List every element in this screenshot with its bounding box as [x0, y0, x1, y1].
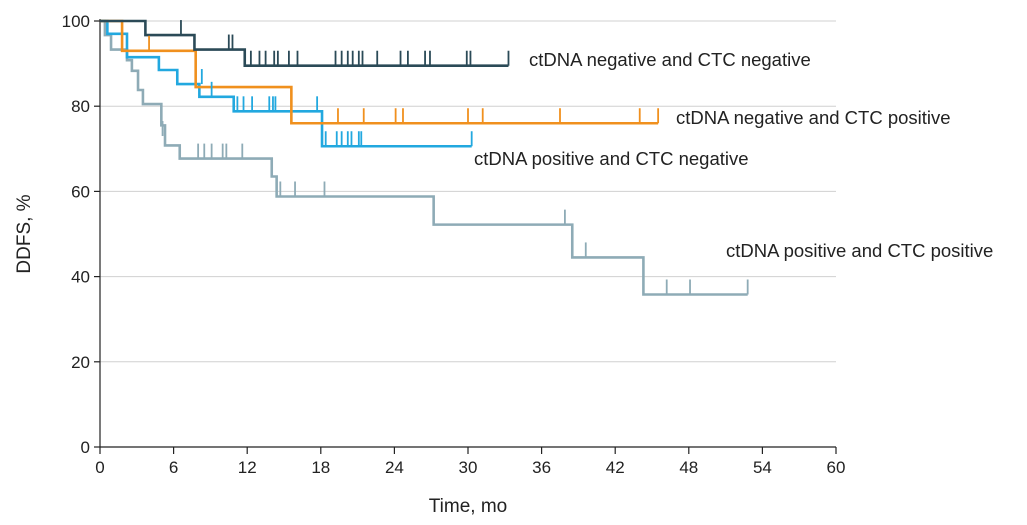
y-tick-label: 100	[62, 12, 90, 31]
y-tick-label: 20	[71, 353, 90, 372]
x-tick-label: 12	[238, 458, 257, 477]
y-tick-label: 0	[81, 438, 90, 457]
y-tick-label: 80	[71, 97, 90, 116]
series-label-1: ctDNA negative and CTC negative	[529, 49, 811, 70]
x-tick-label: 54	[753, 458, 772, 477]
series-label-3: ctDNA positive and CTC negative	[474, 148, 749, 169]
axes: 0 20 40 60 80 100 0 6 12 18 24 30 36 42 48 54 60	[62, 12, 846, 477]
x-tick-label: 0	[95, 458, 104, 477]
series-label-4: ctDNA positive and CTC positive	[726, 240, 993, 261]
x-tick-label: 30	[459, 458, 478, 477]
series-line-2	[100, 19, 659, 125]
series-label-2: ctDNA negative and CTC positive	[676, 107, 951, 128]
series-line-1	[100, 19, 509, 68]
series-line-3	[100, 19, 472, 148]
x-tick-label: 24	[385, 458, 404, 477]
censor-marks	[148, 20, 749, 295]
grid-lines	[100, 20, 836, 363]
y-tick-label: 40	[71, 268, 90, 287]
survival-curves	[100, 19, 748, 296]
x-axis-title: Time, mo	[429, 496, 507, 517]
x-tick-label: 48	[679, 458, 698, 477]
x-tick-label: 6	[169, 458, 178, 477]
series-labels: ctDNA negative and CTC negative ctDNA neg…	[474, 49, 993, 261]
y-tick-label: 60	[71, 182, 90, 201]
x-tick-label: 36	[532, 458, 551, 477]
x-tick-label: 60	[827, 458, 846, 477]
x-tick-label: 18	[311, 458, 330, 477]
x-tick-label: 42	[606, 458, 625, 477]
y-axis-title: DDFS, %	[14, 194, 35, 273]
